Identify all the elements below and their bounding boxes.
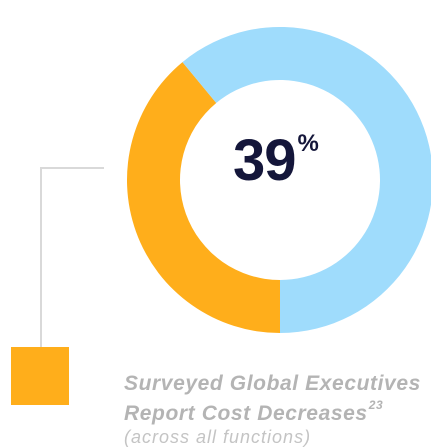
leader-line: [40, 167, 104, 356]
caption-line-2-wrap: Report Cost Decreases23: [124, 396, 421, 426]
legend-swatch: [11, 347, 69, 405]
center-value: 39: [233, 128, 297, 193]
caption-line-2: Report Cost Decreases: [124, 402, 368, 425]
donut-slice-1: [127, 62, 280, 333]
donut-slice-2: [182, 27, 431, 333]
legend-caption: Surveyed Global Executives Report Cost D…: [124, 371, 421, 448]
center-label: 39%: [233, 130, 319, 190]
center-unit: %: [297, 130, 319, 157]
footnote-marker: 23: [368, 398, 384, 412]
caption-line-1: Surveyed Global Executives: [124, 372, 421, 395]
caption-subtext: (across all functions): [124, 427, 312, 447]
